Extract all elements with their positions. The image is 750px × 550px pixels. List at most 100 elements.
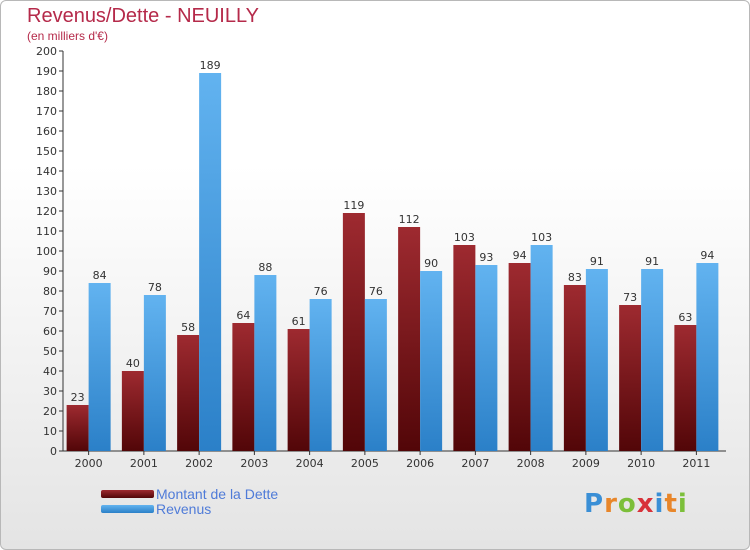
bar-dette-2009 [563,285,586,451]
bar-dette-2003 [232,323,255,451]
logo-letter: o [617,489,637,519]
chart-subtitle: (en milliers d'€) [27,29,108,43]
data-label-dette-2007: 103 [454,231,475,244]
y-tick-label: 60 [43,325,57,338]
bar-dette-2008 [508,263,531,451]
y-tick-label: 150 [36,145,57,158]
x-tick-label: 2008 [517,457,545,470]
data-label-dette-2002: 58 [181,321,195,334]
data-label-revenus-2009: 91 [590,255,604,268]
bar-revenus-2005 [364,299,387,451]
bar-revenus-2007 [475,265,498,451]
x-tick-label: 2007 [461,457,489,470]
bar-revenus-2002 [199,73,222,451]
data-label-dette-2008: 94 [513,249,527,262]
bar-revenus-2008 [530,245,553,451]
y-tick-label: 100 [36,245,57,258]
data-label-revenus-2008: 103 [531,231,552,244]
bar-revenus-2003 [254,275,277,451]
y-tick-label: 0 [50,445,57,458]
x-tick-label: 2010 [627,457,655,470]
legend-item-dette: Montant de la Dette [101,486,279,502]
data-label-dette-2011: 63 [678,311,692,324]
bar-dette-2002 [177,335,200,451]
data-label-dette-2009: 83 [568,271,582,284]
proxiti-logo: Proxiti [584,489,688,519]
legend-label-dette: Montant de la Dette [156,486,279,502]
x-tick-label: 2011 [682,457,710,470]
data-label-revenus-2001: 78 [148,281,162,294]
y-tick-label: 120 [36,205,57,218]
y-tick-label: 110 [36,225,57,238]
data-label-dette-2003: 64 [236,309,250,322]
data-label-revenus-2007: 93 [479,251,493,264]
y-tick-label: 190 [36,65,57,78]
y-tick-label: 170 [36,105,57,118]
legend-label-revenus: Revenus [156,501,212,517]
legend-item-revenus: Revenus [101,501,212,517]
bar-dette-2006 [398,227,421,451]
x-tick-label: 2000 [75,457,103,470]
y-tick-label: 90 [43,265,57,278]
y-tick-label: 40 [43,365,57,378]
y-tick-label: 30 [43,385,57,398]
data-label-dette-2005: 119 [343,199,364,212]
data-label-dette-2001: 40 [126,357,140,370]
x-tick-label: 2003 [240,457,268,470]
logo-letter: P [584,489,605,519]
bar-dette-2000 [66,405,89,451]
data-label-dette-2004: 61 [292,315,306,328]
bars [66,73,719,451]
data-label-revenus-2002: 189 [200,59,221,72]
bar-dette-2010 [619,305,642,451]
logo-letter: t [664,489,678,519]
bar-revenus-2009 [585,269,608,451]
data-label-dette-2006: 112 [399,213,420,226]
data-label-dette-2010: 73 [623,291,637,304]
bar-dette-2004 [287,329,310,451]
y-tick-label: 200 [36,45,57,58]
data-label-revenus-2000: 84 [93,269,107,282]
y-tick-label: 70 [43,305,57,318]
x-tick-label: 2005 [351,457,379,470]
y-tick-label: 140 [36,165,57,178]
axes: 0 10 20 30 40 50 60 70 80 90 100 110 120 130 140 150 160… [36,45,726,470]
logo-letter: x [636,489,655,519]
y-tick-label: 20 [43,405,57,418]
y-tick-label: 10 [43,425,57,438]
bar-revenus-2001 [143,295,166,451]
logo-letter: r [604,489,618,519]
data-label-revenus-2010: 91 [645,255,659,268]
bar-dette-2007 [453,245,476,451]
y-tick-label: 130 [36,185,57,198]
data-label-revenus-2004: 76 [314,285,328,298]
bar-dette-2001 [121,371,144,451]
data-label-revenus-2005: 76 [369,285,383,298]
x-tick-label: 2009 [572,457,600,470]
bar-revenus-2000 [88,283,111,451]
x-tick-label: 2002 [185,457,213,470]
bar-dette-2011 [674,325,697,451]
data-label-revenus-2011: 94 [700,249,714,262]
y-tick-label: 80 [43,285,57,298]
legend-swatch-dette [101,490,154,498]
y-tick-label: 50 [43,345,57,358]
bar-revenus-2004 [309,299,332,451]
bar-revenus-2006 [420,271,443,451]
logo-letter: i [654,489,665,519]
bar-revenus-2011 [696,263,719,451]
data-label-revenus-2006: 90 [424,257,438,270]
y-tick-label: 180 [36,85,57,98]
x-tick-label: 2004 [296,457,324,470]
data-label-revenus-2003: 88 [258,261,272,274]
logo-letter: i [677,489,688,519]
bar-revenus-2010 [641,269,664,451]
bar-dette-2005 [342,213,365,451]
x-tick-label: 2001 [130,457,158,470]
data-labels: 23 84 40 78 58 189 64 88 61 76 119 76 112 90 103 93 94 10… [71,59,715,404]
legend-swatch-revenus [101,505,154,513]
y-tick-label: 160 [36,125,57,138]
x-tick-label: 2006 [406,457,434,470]
